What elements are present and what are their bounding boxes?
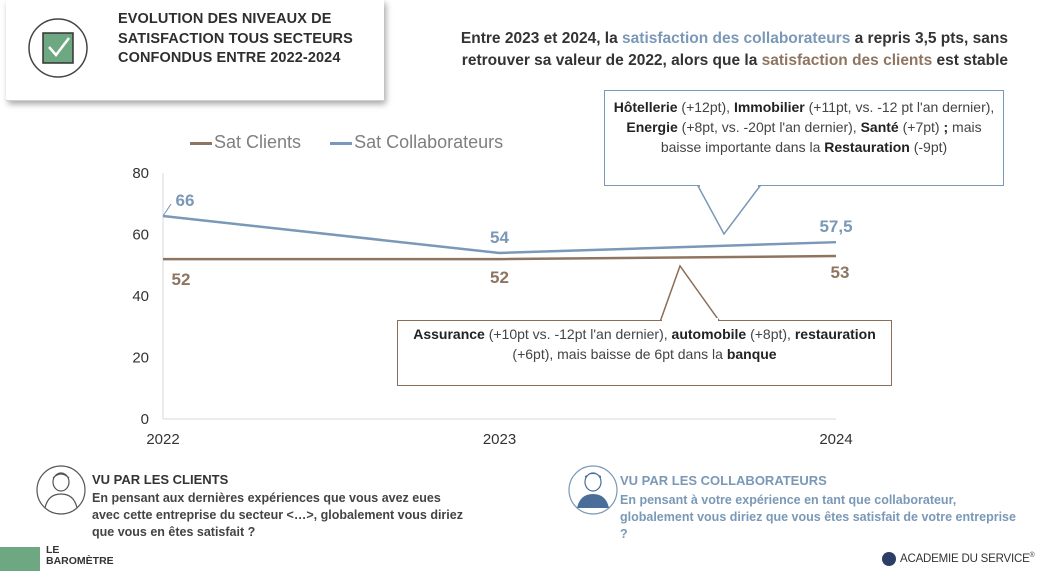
headline-part: a repris 3,5 pts, sans retrouver sa vale… (461, 30, 1008, 69)
callout-bold: Santé (860, 119, 899, 135)
y-tick-label: 0 (141, 411, 149, 428)
data-label: 54 (490, 228, 509, 247)
collaborator-avatar-icon (568, 465, 618, 515)
series-line-collab (162, 214, 837, 255)
x-tick-label: 2023 (483, 431, 516, 448)
y-tick-label: 80 (132, 165, 149, 182)
legend-item-clients: Sat Clients (190, 132, 301, 153)
headline-highlight-collab: satisfaction des collaborateurs (622, 30, 851, 47)
callout-bold: restauration (794, 326, 876, 342)
callout-bold: Energie (626, 119, 678, 135)
callout-collab-pointer (696, 185, 762, 236)
callout-text: (+6pt), mais baisse de 6pt dans la (512, 346, 727, 362)
callout-clients: Assurance (+10pt vs. -12pt l'an dernier)… (397, 320, 892, 386)
callout-text: (+10pt vs. -12pt l'an dernier), (484, 326, 672, 342)
headline-highlight-clients: satisfaction des clients (761, 52, 933, 69)
y-tick-label: 60 (132, 227, 149, 244)
y-tick-label: 40 (132, 288, 149, 305)
data-label: 57,5 (819, 217, 852, 236)
callout-bold: Assurance (413, 326, 485, 342)
callout-bold: automobile (671, 326, 747, 342)
collab-section-title: VU PAR LES COLLABORATEURS (620, 473, 827, 488)
callout-clients-pointer (658, 264, 722, 323)
barometre-logo: LE BAROMÈTRE (46, 545, 114, 567)
x-tick-label: 2024 (819, 431, 852, 448)
callout-text: (+12pt), (677, 99, 734, 115)
data-label: 52 (172, 270, 191, 289)
academie-logo-text: ACADEMIE DU SERVICE (900, 553, 1030, 566)
callout-text: mais baisse importante dans la (660, 119, 982, 155)
headline: Entre 2023 et 2024, la satisfaction des … (396, 28, 1008, 72)
callout-bold: banque (726, 346, 777, 362)
checkbox-icon (28, 18, 88, 78)
legend-swatch-collab (330, 141, 353, 145)
callout-bold: Restauration (824, 139, 910, 155)
headline-part: est stable (932, 52, 1008, 69)
collab-question: En pensant à votre expérience en tant qu… (620, 493, 1016, 541)
y-tick-label: 20 (132, 350, 149, 367)
green-accent-bar (0, 547, 40, 571)
pointer-join (662, 318, 718, 322)
data-label: 66 (176, 191, 195, 210)
callout-text: (+7pt) (898, 119, 944, 135)
data-label: 53 (831, 263, 850, 282)
pointer-join (700, 184, 758, 188)
academie-logo-icon (882, 552, 896, 566)
x-tick-label: 2022 (146, 431, 179, 448)
callout-text: (+11pt, vs. -12 pt l'an dernier), (804, 99, 995, 115)
legend-item-collab: Sat Collaborateurs (330, 132, 503, 153)
chart-legend: Sat Clients Sat Collaborateurs (190, 132, 527, 153)
data-label: 52 (490, 268, 509, 287)
logo-line: BAROMÈTRE (46, 555, 114, 567)
callout-text: (-9pt) (909, 139, 948, 155)
client-avatar-icon (36, 465, 86, 515)
clients-section-title: VU PAR LES CLIENTS (92, 472, 229, 487)
page-title: EVOLUTION DES NIVEAUX DE SATISFACTION TO… (118, 11, 353, 66)
callout-bold: ; (943, 119, 949, 135)
label-leader (162, 203, 172, 217)
clients-question: En pensant aux dernières expériences que… (92, 491, 463, 539)
logo-line: LE (46, 544, 60, 556)
legend-label-clients: Sat Clients (214, 132, 302, 152)
callout-text: (+8pt), (746, 326, 795, 342)
callout-text: (+8pt, vs. -20pt l'an dernier), (677, 119, 861, 135)
callout-bold: Immobilier (733, 99, 805, 115)
callout-collab: Hôtellerie (+12pt), Immobilier (+11pt, v… (604, 90, 1004, 186)
headline-part: Entre 2023 et 2024, la (460, 30, 623, 47)
legend-label-collab: Sat Collaborateurs (354, 132, 504, 152)
legend-swatch-clients (190, 141, 212, 145)
series-line-clients (163, 254, 837, 261)
academie-logo: ACADEMIE DU SERVICE® (882, 552, 1035, 566)
callout-bold: Hôtellerie (613, 99, 678, 115)
